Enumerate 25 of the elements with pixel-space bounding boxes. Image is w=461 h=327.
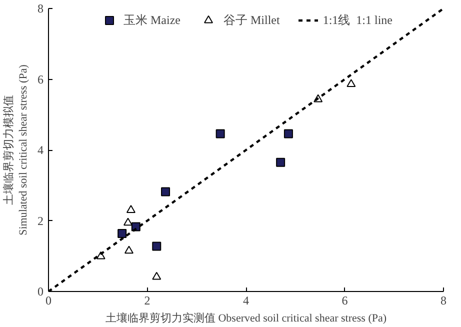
point bbox=[276, 158, 286, 167]
y-tick-label: 6 bbox=[38, 72, 44, 86]
x-tick-label: 2 bbox=[144, 294, 150, 308]
point bbox=[161, 187, 170, 196]
legend-label: 玉米 Maize bbox=[124, 12, 180, 28]
legend-label: 1:1线 1:1 line bbox=[322, 12, 392, 28]
point bbox=[216, 129, 225, 138]
point bbox=[346, 79, 356, 88]
x-tick-label: 4 bbox=[243, 294, 249, 308]
y-axis-title: 土壤临界剪切力模拟值 Simulated soil critical shear stress (Pa) bbox=[2, 64, 30, 236]
point bbox=[118, 228, 127, 238]
legend-label: 谷子 Millet bbox=[223, 12, 280, 28]
point bbox=[152, 272, 162, 280]
y-tick-label: 2 bbox=[38, 214, 44, 228]
point bbox=[124, 246, 134, 254]
point bbox=[126, 205, 136, 213]
y-tick-label: 8 bbox=[38, 2, 44, 16]
point bbox=[123, 218, 132, 226]
x-tick-label: 6 bbox=[342, 294, 348, 308]
y-tick-label: 4 bbox=[38, 143, 44, 157]
point bbox=[284, 129, 293, 138]
x-tick-label: 8 bbox=[440, 294, 446, 308]
point bbox=[152, 242, 162, 251]
x-axis-title: 土壤临界剪切力实测值 Observed soil critical shear stress (Pa) bbox=[105, 312, 387, 324]
y-tick-label: 0 bbox=[38, 284, 44, 298]
